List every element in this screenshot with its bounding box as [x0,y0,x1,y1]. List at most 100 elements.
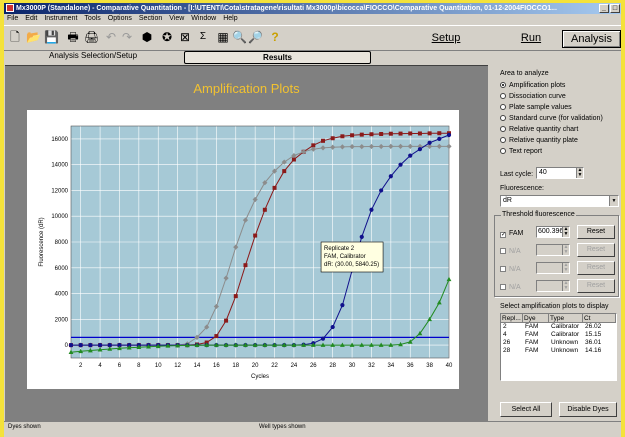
tab-run[interactable]: Run [520,32,542,44]
open-folder-icon[interactable]: 📂 [26,30,41,44]
tab-analysis-selection[interactable]: Analysis Selection/Setup [49,51,138,60]
option-standard-curve[interactable]: Standard curve (for validation) [500,114,603,123]
dropdown-arrow-icon[interactable]: ▼ [609,196,618,206]
plots-table[interactable]: Repl... Dye Type Ct 2 FAM Calibrator 26.02 … [500,313,617,381]
tab-analysis[interactable]: Analysis [562,30,621,48]
spin-up-icon[interactable]: ▲ [562,262,569,268]
option-amplification-plots[interactable]: Amplification plots [500,81,565,90]
option-text-report[interactable]: Text report [500,147,542,156]
spin-down-icon[interactable]: ▼ [562,267,569,273]
menu-section[interactable]: Section [138,15,163,22]
zoom-out-icon[interactable]: 🔎 [248,30,263,44]
reset-button-2[interactable]: Reset [577,243,615,257]
col-header-dye[interactable]: Dye [523,314,549,323]
tab-results[interactable]: Results [184,51,371,64]
threshold-na-checkbox-3[interactable]: N/A [500,265,521,274]
print-icon[interactable]: 🖶 [67,30,79,44]
stop-icon[interactable]: ⬢ [141,30,153,44]
option-plate-sample-values[interactable]: Plate sample values [500,103,572,112]
option-relative-quantity-chart[interactable]: Relative quantity chart [500,125,578,134]
threshold-fam-checkbox[interactable]: ✓ FAM [500,230,524,238]
threshold-fam-input[interactable]: 600.396 ▲ ▼ [536,226,570,238]
data-point [321,138,325,143]
bottom-panel: Dyes shown Well types shown [4,421,621,437]
series-line-3 [70,279,450,353]
menu-window[interactable]: Window [191,15,217,22]
spin-up-icon[interactable]: ▲ [576,167,583,173]
data-point [204,324,210,330]
data-point [427,316,433,322]
print-preview-icon[interactable]: 🖨 [84,30,100,44]
data-point [117,345,122,351]
filter-icon[interactable]: ⊠ [179,30,191,44]
data-point [407,143,413,149]
table-row[interactable]: 4 FAM Calibrator 15.15 [503,331,602,338]
col-header-ct[interactable]: Ct [583,314,616,323]
spin-down-icon[interactable]: ▼ [562,285,569,291]
spin-down-icon[interactable]: ▼ [576,172,583,178]
maximize-button[interactable]: □ [610,4,620,13]
plate-grid-icon[interactable]: ▦ [217,30,229,44]
data-point [378,342,384,347]
menu-view[interactable]: View [169,15,185,22]
option-relative-quantity-plate[interactable]: Relative quantity plate [500,136,578,145]
last-cycle-input[interactable]: 40 ▲ ▼ [536,167,584,179]
help-icon[interactable]: ? [271,30,279,44]
reset-button-1[interactable]: Reset [577,225,615,239]
minimize-button[interactable]: _ [599,4,609,13]
spin-down-icon[interactable]: ▼ [562,231,569,237]
spin-up-icon[interactable]: ▲ [562,226,569,232]
x-tick-label: 34 [388,363,395,369]
reset-button-3[interactable]: Reset [577,261,615,275]
option-dissociation-curve[interactable]: Dissociation curve [500,92,566,101]
threshold-input-4[interactable]: ▲ ▼ [536,280,570,292]
data-point [398,131,403,136]
data-point [233,294,238,299]
threshold-input-3[interactable]: ▲ ▼ [536,262,570,274]
data-point [417,131,422,136]
col-header-type[interactable]: Type [549,314,583,323]
threshold-na-checkbox-2[interactable]: N/A [500,247,521,256]
data-point [359,132,364,137]
select-all-button[interactable]: Select All [500,402,552,417]
palette-icon[interactable]: ✪ [161,30,173,44]
amplification-chart[interactable]: 2 4 6 8 10 12 14 16 18 20 22 24 26 28 30 32 34 36 38 400200… [27,110,459,389]
table-header: Repl... Dye Type Ct [501,314,616,323]
data-point [243,263,248,268]
spin-down-icon[interactable]: ▼ [562,249,569,255]
threshold-na-checkbox-4[interactable]: N/A [500,283,521,292]
save-icon[interactable]: 💾 [44,30,59,44]
x-tick-label: 14 [194,363,201,369]
data-point [97,347,103,352]
chart-area: 2 4 6 8 10 12 14 16 18 20 22 24 26 28 30 32 34 36 38 40 0 200… [27,110,459,389]
table-row[interactable]: 28 FAM Unknown 14.16 [503,347,602,354]
col-header-replicate[interactable]: Repl... [501,314,523,323]
menu-help[interactable]: Help [223,15,238,22]
y-tick-label: 4000 [55,292,69,298]
sigma-icon[interactable]: Σ [199,31,207,42]
reset-button-4[interactable]: Reset [577,279,615,293]
table-row[interactable]: 2 FAM Calibrator 26.02 [503,323,602,330]
data-point [359,234,364,239]
spin-up-icon[interactable]: ▲ [562,280,569,286]
new-file-icon[interactable]: 🗋 [10,30,20,44]
data-point [117,343,122,348]
data-point [350,133,355,138]
menu-instrument[interactable]: Instrument [44,15,78,22]
menu-options[interactable]: Options [107,15,132,22]
spin-up-icon[interactable]: ▲ [562,244,569,250]
redo-icon[interactable]: ↷ [121,30,133,44]
menu-edit[interactable]: Edit [25,15,38,22]
threshold-input-2[interactable]: ▲ ▼ [536,244,570,256]
menu-tools[interactable]: Tools [84,15,101,22]
data-point [146,344,151,349]
tab-setup[interactable]: Setup [431,32,461,44]
zoom-in-icon[interactable]: 🔍 [232,30,247,44]
fluorescence-select[interactable]: dR ▼ [500,195,619,207]
menu-file[interactable]: File [7,15,19,22]
data-point [272,342,277,347]
table-row[interactable]: 26 FAM Unknown 36.01 [503,339,602,346]
undo-icon[interactable]: ↶ [105,30,117,44]
data-point [417,147,423,152]
disable-dyes-button[interactable]: Disable Dyes [559,402,617,417]
